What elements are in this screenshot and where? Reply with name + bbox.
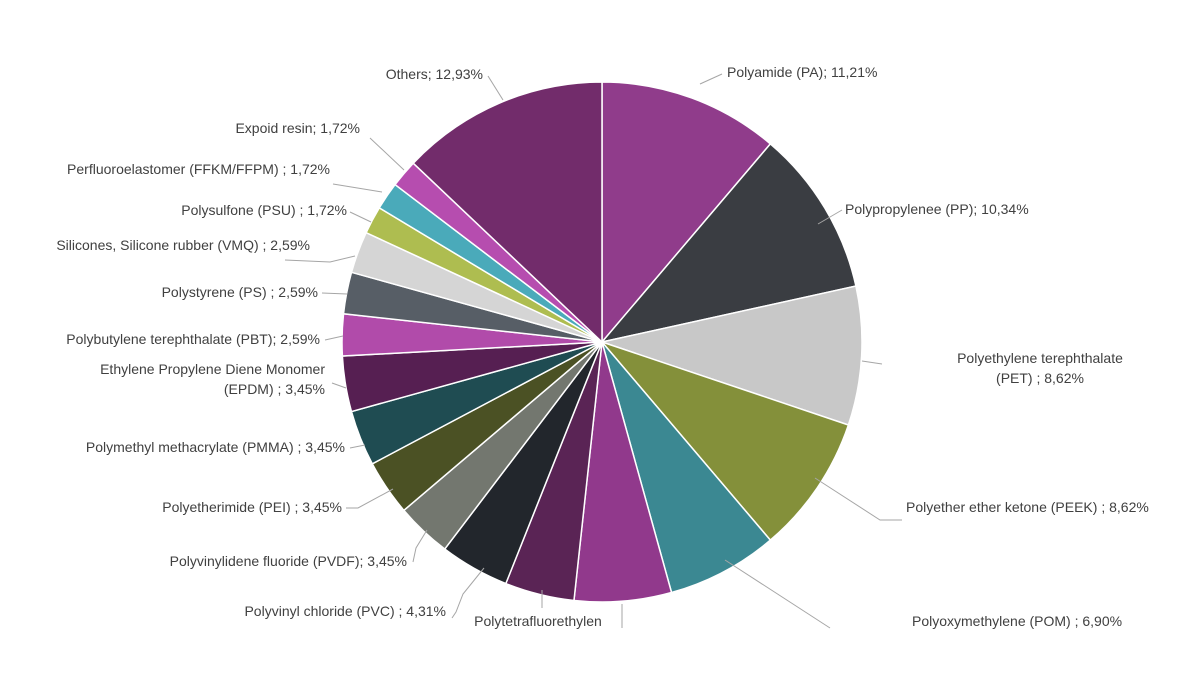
slice-label-3: Polyethylene terephthalate (PET) ; 8,62%: [957, 350, 1123, 386]
slice-label-1: Polyamide (PA); 11,21%: [727, 64, 877, 80]
slice-label-14: Polystyrene (PS) ; 2,59%: [162, 284, 318, 300]
leader-line-14: [321, 292, 348, 295]
slice-label-15: Silicones, Silicone rubber (VMQ) ; 2,59%: [56, 237, 310, 253]
pie-slice-19: [412, 81, 603, 344]
leader-line-19: [487, 75, 504, 101]
leader-line-10: [346, 488, 394, 509]
slice-label-13: Polybutylene terephthalate (PBT); 2,59%: [66, 331, 320, 347]
leader-line-1: [699, 73, 723, 85]
slice-label-8: Polyvinyl chloride (PVC) ; 4,31%: [244, 603, 446, 619]
pie-slice-1: [601, 81, 772, 345]
leader-line-13: [324, 335, 344, 341]
leader-line-3: [861, 360, 883, 365]
slice-label-10: Polyetherimide (PEI) ; 3,45%: [162, 499, 342, 515]
slice-label-2: Polypropylenee (PP); 10,34%: [845, 201, 1029, 217]
leader-line-12: [331, 382, 347, 389]
slice-label-9: Polyvinylidene fluoride (PVDF); 3,45%: [170, 553, 407, 569]
slice-label-11: Polymethyl methacrylate (PMMA) ; 3,45%: [86, 439, 345, 455]
leader-line-15: [284, 255, 356, 263]
slice-label-12: Ethylene Propylene Diene Monomer (EPDM) ;…: [100, 361, 325, 397]
leader-line-2: [817, 209, 843, 225]
pie-slice-5: [601, 341, 772, 594]
leader-line-16: [349, 211, 372, 223]
labels-layer: Polyamide (PA); 11,21% Polypropylenee (PP…: [56, 64, 1148, 629]
leader-line-4: [814, 477, 902, 521]
leader-line-9: [412, 529, 428, 563]
pie-slice-4: [599, 340, 850, 542]
slice-label-6: Polytetrafluorethylen: [474, 613, 602, 629]
leader-line-5: [724, 559, 831, 629]
slices-layer: [341, 81, 863, 603]
slice-label-5: Polyoxymethylene (POM) ; 6,90%: [912, 613, 1122, 629]
slice-label-19: Others; 12,93%: [386, 66, 483, 82]
leader-lines-layer: [284, 73, 902, 629]
pie-slice-2: [599, 142, 857, 344]
leader-line-18: [369, 137, 405, 171]
slice-label-17: Perfluoroelastomer (FFKM/FFPM) ; 1,72%: [67, 161, 330, 177]
slice-label-16: Polysulfone (PSU) ; 1,72%: [181, 202, 347, 218]
leader-line-8: [451, 567, 485, 619]
leader-line-11: [349, 444, 366, 449]
pie-slice-3: [599, 285, 863, 426]
slice-label-18: Expoid resin; 1,72%: [235, 120, 360, 136]
slice-label-4: Polyether ether ketone (PEEK) ; 8,62%: [906, 499, 1149, 515]
leader-line-17: [332, 183, 383, 193]
